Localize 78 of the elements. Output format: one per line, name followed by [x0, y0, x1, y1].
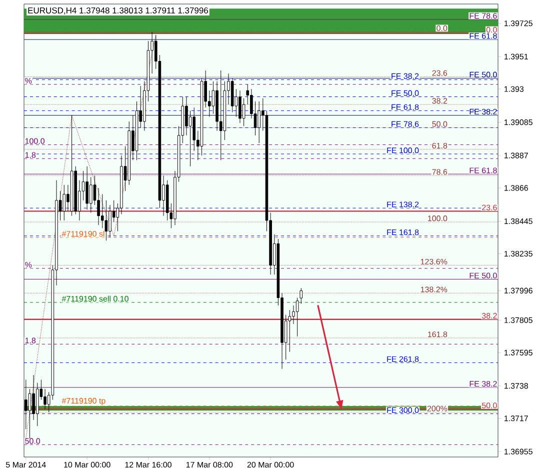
ref-line-label: FE 300.0 [387, 407, 419, 413]
candlestick [192, 107, 196, 152]
annotation: 138.2% [420, 286, 448, 292]
candlestick [62, 184, 66, 221]
candlestick [219, 70, 222, 160]
annotation: 0.0 [436, 25, 448, 32]
candlestick [32, 374, 35, 420]
candlestick [185, 96, 188, 136]
ref-line-label: #7119190 tp [62, 398, 106, 406]
annotation: 0.0 [486, 26, 497, 33]
annotation: 50.0 [432, 121, 448, 127]
ref-line-label: FE 78.6 [392, 121, 419, 127]
y-tick-label: 1.393 [504, 86, 524, 92]
y-tick-label: 1.36955 [504, 448, 532, 454]
y-tick-label: 1.37996 [504, 288, 532, 294]
x-tick-label: 17 Mar 08:00 [186, 462, 233, 468]
x-tick-label: 5 Mar 2014 [6, 462, 46, 468]
candlestick [108, 204, 112, 238]
ref-line-label: FE 78.6 [470, 12, 497, 19]
annotation: 1.8 [25, 152, 36, 158]
y-tick-label: 1.3887 [504, 152, 528, 158]
y-tick-label: 1.38235 [504, 250, 532, 257]
x-tick-label: 10 Mar 00:00 [64, 462, 110, 468]
candlestick [296, 298, 299, 337]
annotation: 100.0 [25, 138, 45, 144]
candlestick [300, 288, 303, 304]
ref-line-label: #7119190 sl [62, 230, 104, 237]
annotation: 123.6% [420, 258, 448, 264]
ref-line-label: FE 61.8 [470, 168, 497, 174]
x-tick-label: 20 Mar 00:00 [247, 462, 294, 468]
ref-line-label: FE 50.0 [470, 72, 497, 78]
ref-line-label: #7119190 sell 0.10 [62, 296, 128, 302]
candlestick [288, 310, 292, 352]
ref-line-label: FE 100.0 [387, 147, 419, 154]
annotation: 23.6 [482, 204, 497, 210]
candlestick [97, 188, 100, 226]
candlestick [258, 101, 260, 144]
ref-line-label: % [25, 262, 32, 268]
annotation: 1.8 [25, 338, 36, 344]
annotation: 61.8 [432, 142, 448, 149]
ref-line-label: FE 38.2 [392, 73, 419, 79]
ref-line-label: FE 50.0 [470, 272, 497, 278]
ref-line-label: % [25, 78, 32, 84]
annotation: 38.2 [482, 312, 497, 319]
ref-line-label: FE 38.2 [470, 108, 497, 115]
candlestick [86, 166, 88, 210]
ref-line-label: FE 50.0 [392, 90, 419, 96]
y-tick-label: 1.3717 [504, 416, 528, 422]
y-tick-label: 1.3951 [504, 54, 528, 60]
annotation: 50.0 [25, 438, 40, 444]
x-tick-label: 12 Mar 16:00 [125, 462, 172, 468]
candlestick [90, 176, 92, 213]
candlestick [44, 388, 46, 410]
y-tick-label: 1.39725 [504, 20, 532, 26]
chart-title: EURUSD,H4 1.37948 1.38013 1.37911 1.37996 [28, 7, 208, 14]
y-tick-label: 1.38445 [504, 218, 532, 224]
ref-line-label: FE 61.8 [470, 33, 497, 39]
ref-line-label: FE 261.8 [387, 356, 419, 362]
y-tick-label: 1.3866 [504, 185, 528, 191]
y-tick-label: 1.37595 [504, 350, 532, 356]
candlestick [238, 90, 242, 124]
ref-line-label: FE 161.8 [387, 229, 419, 236]
ref-line-label: FE 61.8 [392, 104, 419, 110]
annotation: 100.0 [428, 216, 448, 222]
y-tick-label: 1.37805 [504, 317, 532, 323]
annotation: 50.0 [482, 402, 497, 408]
candlestick [104, 200, 108, 241]
ref-line-label: FE 138.2 [387, 202, 419, 208]
y-tick-label: 1.39085 [504, 119, 532, 126]
annotation: 38.2 [432, 98, 448, 104]
annotation: 23.6 [432, 70, 448, 76]
y-tick-label: 1.3738 [504, 383, 528, 389]
candlestick [242, 98, 246, 126]
annotation: 200% [427, 406, 448, 412]
annotation: 78.6 [432, 169, 448, 175]
annotation: 161.8 [428, 331, 448, 338]
ref-line-label: FE 38.2 [470, 380, 497, 387]
candlestick [100, 194, 104, 228]
